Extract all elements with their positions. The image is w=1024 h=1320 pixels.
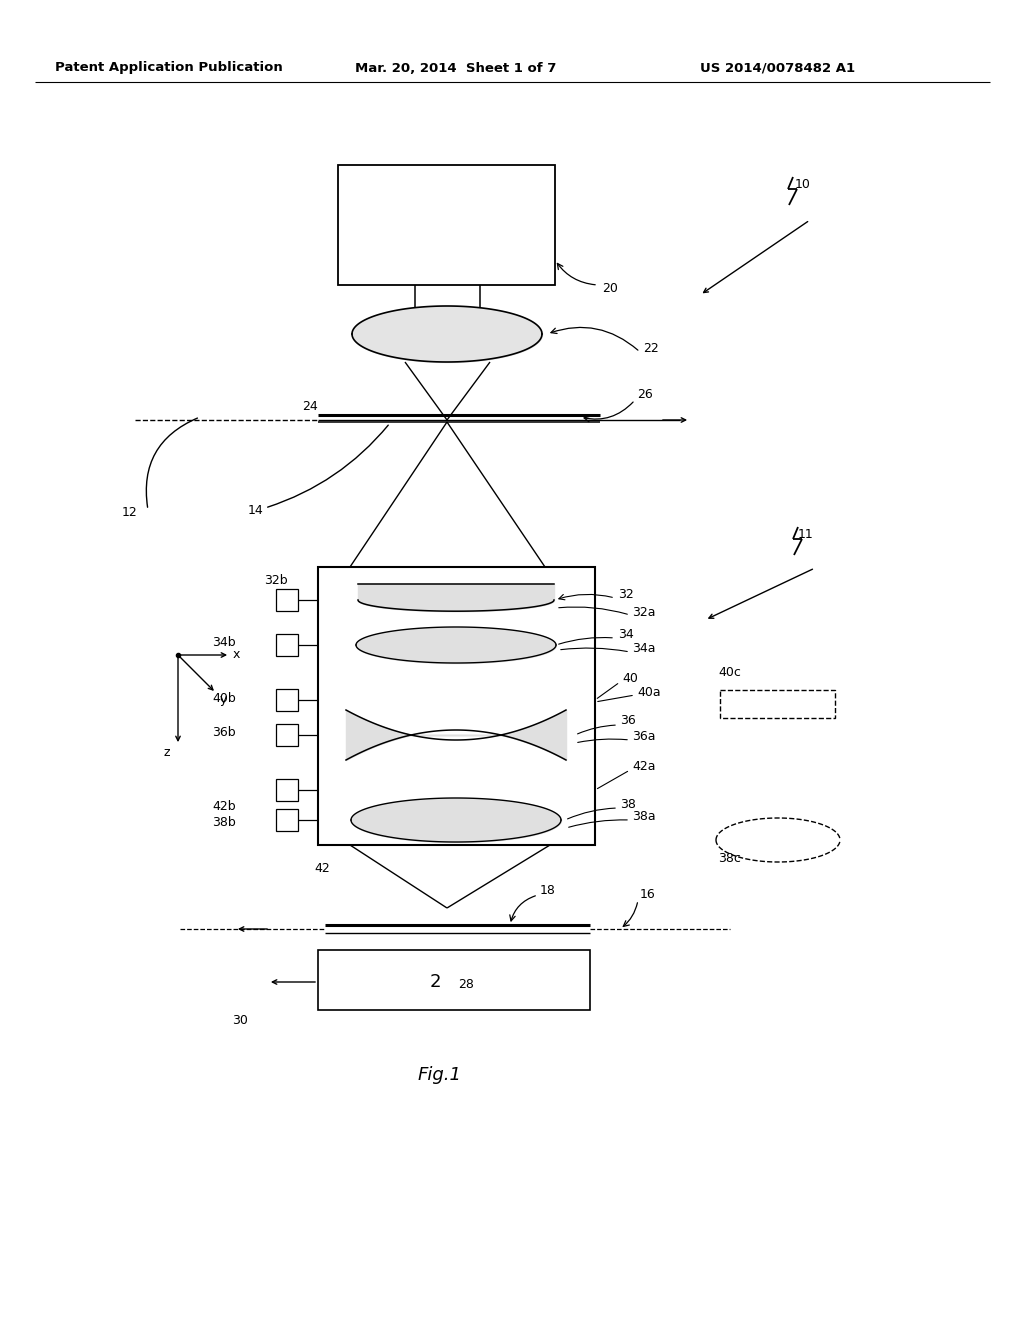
Bar: [276, 634, 298, 656]
Text: 38: 38: [620, 797, 636, 810]
Text: 22: 22: [643, 342, 658, 355]
Text: 40b: 40b: [212, 692, 236, 705]
Text: 38c: 38c: [718, 851, 741, 865]
Text: 30: 30: [232, 1014, 248, 1027]
Text: US 2014/0078482 A1: US 2014/0078482 A1: [700, 62, 855, 74]
Text: 10: 10: [795, 178, 811, 191]
Text: 12: 12: [122, 507, 138, 520]
Text: Fig.1: Fig.1: [418, 1067, 462, 1084]
Text: 32a: 32a: [632, 606, 655, 619]
Text: 40a: 40a: [637, 685, 660, 698]
Text: 11: 11: [798, 528, 814, 541]
Bar: [338, 165, 555, 285]
Text: 32b: 32b: [264, 573, 288, 586]
Text: 36b: 36b: [212, 726, 236, 739]
Text: 20: 20: [602, 281, 617, 294]
Text: Patent Application Publication: Patent Application Publication: [55, 62, 283, 74]
Text: 16: 16: [640, 888, 655, 902]
Text: 42: 42: [314, 862, 330, 874]
Bar: [276, 779, 298, 801]
Text: 14: 14: [248, 503, 264, 516]
Text: 42a: 42a: [632, 759, 655, 772]
Text: 18: 18: [540, 883, 556, 896]
Text: 40: 40: [622, 672, 638, 685]
Bar: [318, 950, 590, 1010]
Text: x: x: [233, 648, 241, 661]
Bar: [276, 589, 298, 611]
Text: y: y: [220, 693, 227, 706]
Text: 34b: 34b: [212, 636, 236, 649]
Text: 32: 32: [618, 587, 634, 601]
Text: Mar. 20, 2014  Sheet 1 of 7: Mar. 20, 2014 Sheet 1 of 7: [355, 62, 556, 74]
Bar: [276, 689, 298, 711]
Text: 36: 36: [620, 714, 636, 727]
Text: 24: 24: [302, 400, 318, 412]
Text: z: z: [163, 747, 170, 759]
Text: 38b: 38b: [212, 816, 236, 829]
Text: 2: 2: [429, 973, 440, 991]
Text: 40c: 40c: [718, 665, 741, 678]
Text: 26: 26: [637, 388, 652, 401]
Bar: [720, 690, 835, 718]
Text: 34: 34: [618, 627, 634, 640]
Bar: [276, 723, 298, 746]
Text: 28: 28: [458, 978, 474, 991]
Text: 36a: 36a: [632, 730, 655, 742]
Text: 34a: 34a: [632, 642, 655, 655]
Text: 42b: 42b: [212, 800, 236, 813]
Bar: [276, 809, 298, 832]
Text: 38a: 38a: [632, 810, 655, 824]
Bar: [318, 568, 595, 845]
